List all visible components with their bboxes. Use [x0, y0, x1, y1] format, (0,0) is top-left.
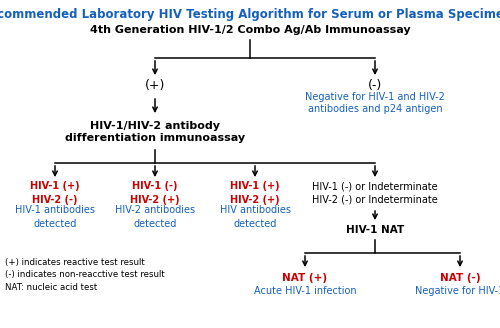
- Text: NAT (-): NAT (-): [440, 273, 480, 283]
- Text: Negative for HIV-1: Negative for HIV-1: [416, 286, 500, 296]
- Text: NAT: nucleic acid test: NAT: nucleic acid test: [5, 282, 97, 292]
- Text: (+): (+): [145, 78, 165, 92]
- Text: (-): (-): [368, 78, 382, 92]
- Text: HIV-1 (-)
HIV-2 (+): HIV-1 (-) HIV-2 (+): [130, 181, 180, 205]
- Text: (-) indicates non-reacctive test result: (-) indicates non-reacctive test result: [5, 271, 165, 279]
- Text: HIV-1/HIV-2 antibody
differentiation immunoassay: HIV-1/HIV-2 antibody differentiation imm…: [65, 121, 245, 143]
- Text: Recommended Laboratory HIV Testing Algorithm for Serum or Plasma Specimens: Recommended Laboratory HIV Testing Algor…: [0, 8, 500, 21]
- Text: HIV-1 (+)
HIV-2 (+): HIV-1 (+) HIV-2 (+): [230, 181, 280, 205]
- Text: HIV-1 antibodies
detected: HIV-1 antibodies detected: [15, 205, 95, 229]
- Text: 4th Generation HIV-1/2 Combo Ag/Ab Immunoassay: 4th Generation HIV-1/2 Combo Ag/Ab Immun…: [90, 25, 410, 35]
- Text: Negative for HIV-1 and HIV-2
antibodies and p24 antigen: Negative for HIV-1 and HIV-2 antibodies …: [305, 92, 445, 114]
- Text: (+) indicates reactive test result: (+) indicates reactive test result: [5, 258, 145, 268]
- Text: NAT (+): NAT (+): [282, 273, 328, 283]
- Text: HIV-1 (+)
HIV-2 (-): HIV-1 (+) HIV-2 (-): [30, 181, 80, 205]
- Text: HIV-1 NAT: HIV-1 NAT: [346, 225, 404, 235]
- Text: Acute HIV-1 infection: Acute HIV-1 infection: [254, 286, 356, 296]
- Text: HIV-1 (-) or Indeterminate
HIV-2 (-) or Indeterminate: HIV-1 (-) or Indeterminate HIV-2 (-) or …: [312, 181, 438, 205]
- Text: HIV antibodies
detected: HIV antibodies detected: [220, 205, 290, 229]
- Text: HIV-2 antibodies
detected: HIV-2 antibodies detected: [115, 205, 195, 229]
